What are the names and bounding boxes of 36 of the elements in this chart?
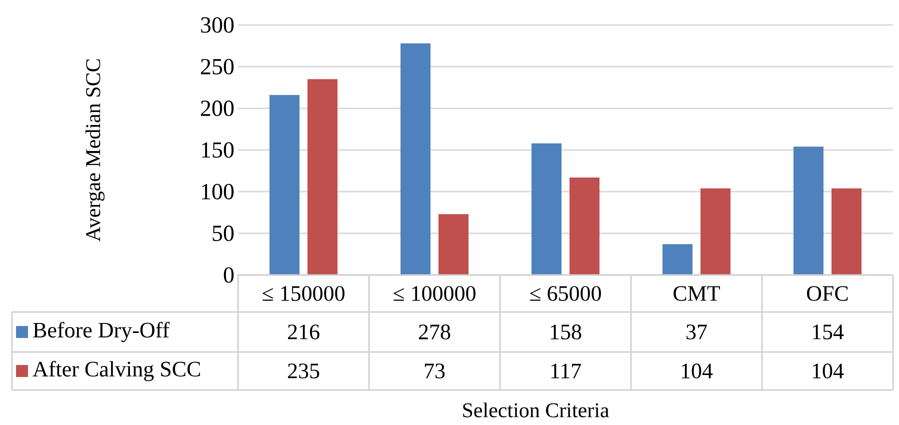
bar: [570, 177, 600, 275]
bar: [308, 79, 338, 275]
y-axis-title: Avergae Median SCC: [85, 59, 105, 242]
data-label: 104: [682, 364, 713, 378]
bar: [532, 143, 562, 275]
bar: [831, 188, 862, 275]
data-label: 235: [288, 364, 320, 378]
x-tick-label: CMT: [674, 286, 720, 301]
data-label: 73: [424, 364, 445, 378]
x-tick-label: ≤ 100000: [394, 286, 476, 301]
x-axis-title: Selection Criteria: [463, 402, 610, 418]
x-tick-label: OFC: [807, 286, 848, 301]
y-tick-label: 250: [200, 58, 234, 74]
data-label: 278: [418, 324, 450, 340]
data-label: 216: [288, 324, 320, 340]
bar: [793, 146, 824, 275]
y-tick-label: 300: [201, 17, 234, 33]
data-label: 117: [551, 364, 581, 378]
y-tick-label: 150: [202, 142, 234, 158]
y-tick-label: 100: [202, 184, 234, 200]
bar: [662, 244, 692, 275]
data-label: 104: [812, 364, 844, 378]
bar: [438, 214, 469, 275]
x-tick-label: ≤ 150000: [262, 286, 344, 301]
bar: [270, 94, 300, 275]
legend-label: After Calving SCC: [32, 360, 200, 382]
bar: [700, 188, 730, 275]
x-tick-label: ≤ 65000: [530, 286, 601, 301]
y-tick-label: 50: [212, 226, 234, 242]
data-label: 37: [686, 324, 707, 340]
bar: [400, 43, 431, 275]
y-tick-label: 200: [200, 100, 234, 116]
y-tick-label: 0: [224, 267, 234, 283]
data-label: 154: [812, 324, 844, 340]
data-label: 158: [550, 324, 582, 340]
legend-label: Before Dry-Off: [33, 322, 170, 342]
